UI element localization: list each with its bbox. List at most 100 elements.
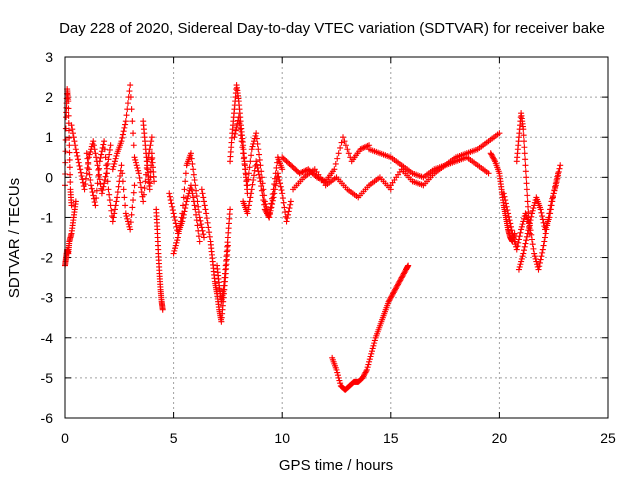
data-point: [129, 118, 136, 125]
data-point: [82, 175, 89, 182]
data-point: [507, 223, 514, 230]
data-point: [182, 178, 189, 185]
data-point: [182, 201, 189, 208]
data-point: [279, 195, 286, 202]
data-point: [101, 177, 108, 184]
data-point: [539, 249, 546, 256]
data-point: [182, 170, 189, 177]
data-point: [159, 306, 166, 313]
data-point: [240, 150, 247, 157]
data-point: [86, 151, 93, 158]
data-point: [127, 82, 134, 89]
x-tick-label: 15: [383, 430, 399, 446]
data-point: [235, 114, 242, 121]
data-point: [96, 165, 103, 172]
data-point: [93, 154, 100, 161]
data-point: [537, 256, 544, 263]
data-point: [91, 146, 98, 153]
data-point: [405, 262, 412, 269]
data-point: [529, 207, 536, 214]
data-point: [98, 151, 105, 158]
data-point: [140, 198, 147, 205]
data-point: [262, 207, 269, 214]
data-point: [516, 263, 523, 270]
data-point: [365, 361, 372, 368]
data-point: [518, 223, 525, 230]
data-point: [190, 166, 197, 173]
data-point: [254, 140, 261, 147]
data-point: [175, 230, 182, 237]
data-point: [172, 220, 179, 227]
data-point: [263, 209, 270, 216]
data-point: [205, 224, 212, 231]
data-point: [75, 159, 82, 166]
data-point: [253, 135, 260, 142]
x-tick-label: 10: [274, 430, 290, 446]
chart-title: Day 228 of 2020, Sidereal Day-to-day VTE…: [59, 20, 605, 37]
data-point: [107, 142, 114, 149]
data-point: [287, 198, 294, 205]
data-point: [126, 88, 133, 95]
data-point: [191, 202, 198, 209]
data-point: [524, 203, 531, 210]
data-point: [357, 146, 364, 153]
data-point: [195, 209, 202, 216]
data-point: [206, 233, 213, 240]
data-point: [109, 218, 116, 225]
data-point: [283, 218, 290, 225]
data-point: [273, 164, 280, 171]
data-point: [73, 149, 80, 156]
data-point: [245, 170, 252, 177]
data-point: [539, 213, 546, 220]
data-point: [362, 369, 369, 376]
data-point: [113, 152, 120, 159]
data-point: [549, 194, 556, 201]
data-point: [296, 170, 303, 177]
data-point: [227, 206, 234, 213]
data-point: [148, 156, 155, 163]
data-point: [389, 290, 396, 297]
data-point: [115, 183, 122, 190]
data-point: [337, 380, 344, 387]
data-point: [130, 189, 137, 196]
data-point: [505, 213, 512, 220]
data-point: [174, 237, 181, 244]
data-point: [92, 150, 99, 157]
data-point: [96, 171, 103, 178]
data-point: [172, 217, 179, 224]
data-point: [515, 236, 522, 243]
data-point: [270, 194, 277, 201]
data-point: [244, 182, 251, 189]
data-point: [107, 202, 114, 209]
data-point: [248, 152, 255, 159]
data-point: [523, 180, 530, 187]
data-point: [137, 179, 144, 186]
data-point: [193, 217, 200, 224]
data-point: [256, 151, 263, 158]
data-point: [254, 164, 261, 171]
data-point: [305, 166, 312, 173]
data-point: [112, 202, 119, 209]
data-point: [520, 218, 527, 225]
data-point: [550, 190, 557, 197]
data-point: [552, 183, 559, 190]
data-point: [300, 168, 307, 175]
data-point: [364, 364, 371, 371]
data-point: [193, 211, 200, 218]
data-point: [94, 180, 101, 187]
data-point: [252, 132, 259, 139]
data-point: [87, 177, 94, 184]
data-point: [523, 237, 530, 244]
data-point: [516, 233, 523, 240]
data-point: [170, 250, 177, 257]
data-point: [336, 377, 343, 384]
data-point: [394, 282, 401, 289]
data-point: [344, 146, 351, 153]
data-point: [266, 214, 273, 221]
x-tick-label: 5: [170, 430, 178, 446]
data-point: [485, 170, 492, 177]
data-point: [172, 242, 179, 249]
data-point: [173, 239, 180, 246]
data-point: [106, 151, 113, 158]
data-point: [397, 275, 404, 282]
